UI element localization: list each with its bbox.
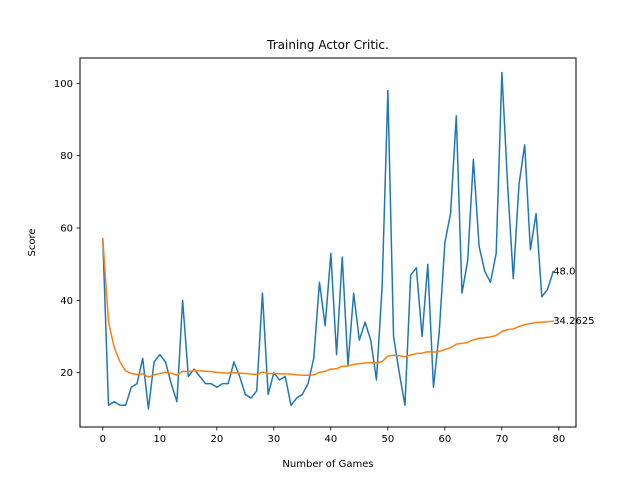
plot-frame (79, 57, 577, 428)
x-tick-label: 80 (553, 434, 566, 445)
series-line-2 (102, 238, 555, 378)
y-tick-label: 80 (60, 151, 73, 162)
x-axis-label: Number of Games (282, 459, 373, 470)
x-tick-label: 20 (210, 434, 223, 445)
y-tick-label: 100 (54, 79, 73, 90)
series-line-1 (102, 71, 555, 410)
x-tick-label: 0 (100, 434, 106, 445)
annotation-label: 34.2625 (553, 316, 594, 327)
y-tick-label: 60 (60, 224, 73, 235)
y-axis-label: Score (27, 228, 38, 256)
x-tick-label: 10 (153, 434, 166, 445)
x-axis: 0 10 20 30 40 50 60 70 80 (100, 427, 566, 445)
x-tick-label: 30 (267, 434, 280, 445)
x-tick-label: 40 (324, 434, 337, 445)
x-tick-label: 50 (381, 434, 394, 445)
series-layer (102, 71, 555, 410)
chart-title: Training Actor Critic. (266, 38, 389, 52)
annotation-layer: 48.0 34.2625 (553, 266, 594, 327)
annotation-label: 48.0 (553, 266, 575, 277)
x-tick-label: 60 (439, 434, 452, 445)
x-tick-label: 70 (496, 434, 509, 445)
y-tick-label: 40 (60, 296, 73, 307)
y-tick-label: 20 (60, 368, 73, 379)
y-axis: 20 40 60 80 100 (54, 79, 80, 379)
plot-area (80, 58, 576, 427)
